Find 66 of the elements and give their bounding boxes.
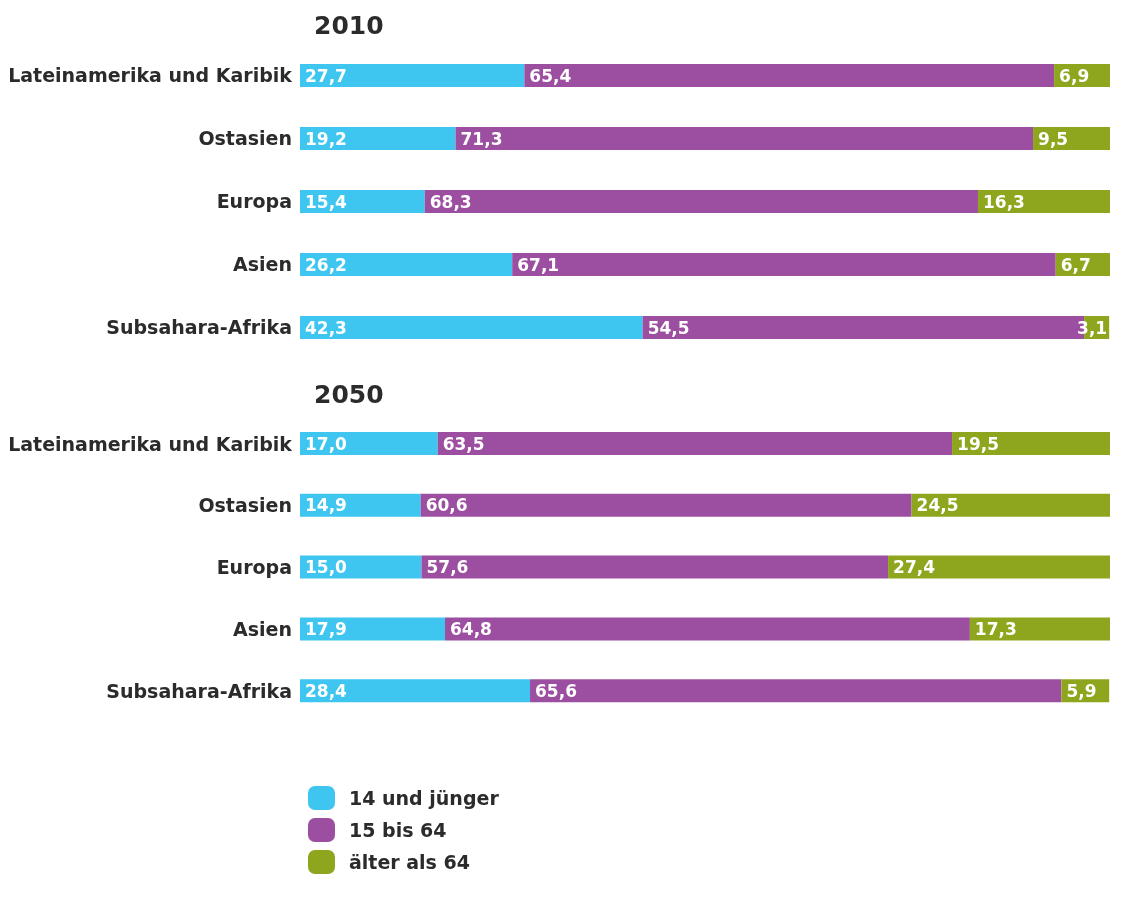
y-tick-label: Ostasien (198, 494, 292, 517)
data-label: 57,6 (426, 557, 469, 578)
data-label: 17,3 (974, 618, 1017, 639)
bar (300, 64, 525, 87)
legend-label: 14 und jünger (349, 787, 499, 809)
data-label: 42,3 (305, 317, 347, 338)
legend-label: älter als 64 (349, 851, 470, 873)
data-label: 65,4 (529, 65, 572, 86)
bar (952, 432, 1110, 455)
bar (300, 190, 425, 213)
bar (455, 127, 1034, 150)
data-label: 5,9 (1066, 680, 1097, 701)
data-label: 54,5 (647, 317, 690, 338)
data-label: 19,5 (957, 433, 999, 454)
data-label: 71,3 (460, 128, 503, 149)
data-label: 27,4 (893, 557, 936, 578)
bar (300, 432, 438, 455)
y-tick-label: Lateinamerika und Karibik (8, 64, 293, 87)
y-tick-label: Asien (233, 618, 292, 641)
bar (300, 253, 513, 276)
bar (969, 617, 1110, 641)
y-tick-label: Lateinamerika und Karibik (8, 432, 293, 455)
y-tick-label: Subsahara-Afrika (106, 316, 292, 339)
data-label: 60,6 (425, 495, 468, 516)
bar (300, 617, 445, 641)
data-label: 6,9 (1059, 65, 1090, 86)
bar (300, 316, 643, 339)
data-label: 9,5 (1038, 128, 1069, 149)
bar (512, 253, 1056, 276)
data-label: 26,2 (305, 254, 347, 275)
data-label: 27,7 (305, 65, 347, 86)
y-tick-label: Europa (216, 190, 292, 213)
bar (421, 555, 889, 579)
y-tick-label: Ostasien (198, 127, 292, 150)
chart-title: 2050 (313, 379, 385, 411)
bar (524, 64, 1055, 87)
bar (424, 190, 978, 213)
data-label: 6,7 (1060, 254, 1091, 275)
data-label: 19,2 (305, 128, 347, 149)
bar (911, 493, 1110, 517)
data-label: 15,4 (305, 191, 348, 212)
data-label: 28,4 (305, 680, 348, 701)
chart-title: 2010 (313, 10, 385, 42)
bar (977, 190, 1110, 213)
bar (444, 617, 970, 641)
bar (420, 493, 912, 517)
y-tick-label: Subsahara-Afrika (106, 679, 292, 702)
y-tick-label: Asien (233, 253, 292, 276)
data-label: 24,5 (916, 495, 959, 516)
data-label: 15,0 (305, 557, 348, 578)
legend-label: 15 bis 64 (349, 819, 447, 841)
y-tick-label: Europa (216, 556, 292, 579)
data-label: 63,5 (442, 433, 485, 454)
data-label: 17,9 (305, 618, 347, 639)
data-label: 17,0 (305, 433, 348, 454)
bar (530, 679, 1062, 703)
data-label: 65,6 (535, 680, 577, 701)
bar (300, 127, 456, 150)
data-label: 68,3 (429, 191, 472, 212)
data-label: 67,1 (517, 254, 560, 275)
bar (437, 432, 953, 455)
data-label: 14,9 (305, 495, 347, 516)
bar (300, 679, 531, 703)
data-label: 64,8 (449, 618, 492, 639)
bar (888, 555, 1110, 579)
data-label: 16,3 (982, 191, 1025, 212)
